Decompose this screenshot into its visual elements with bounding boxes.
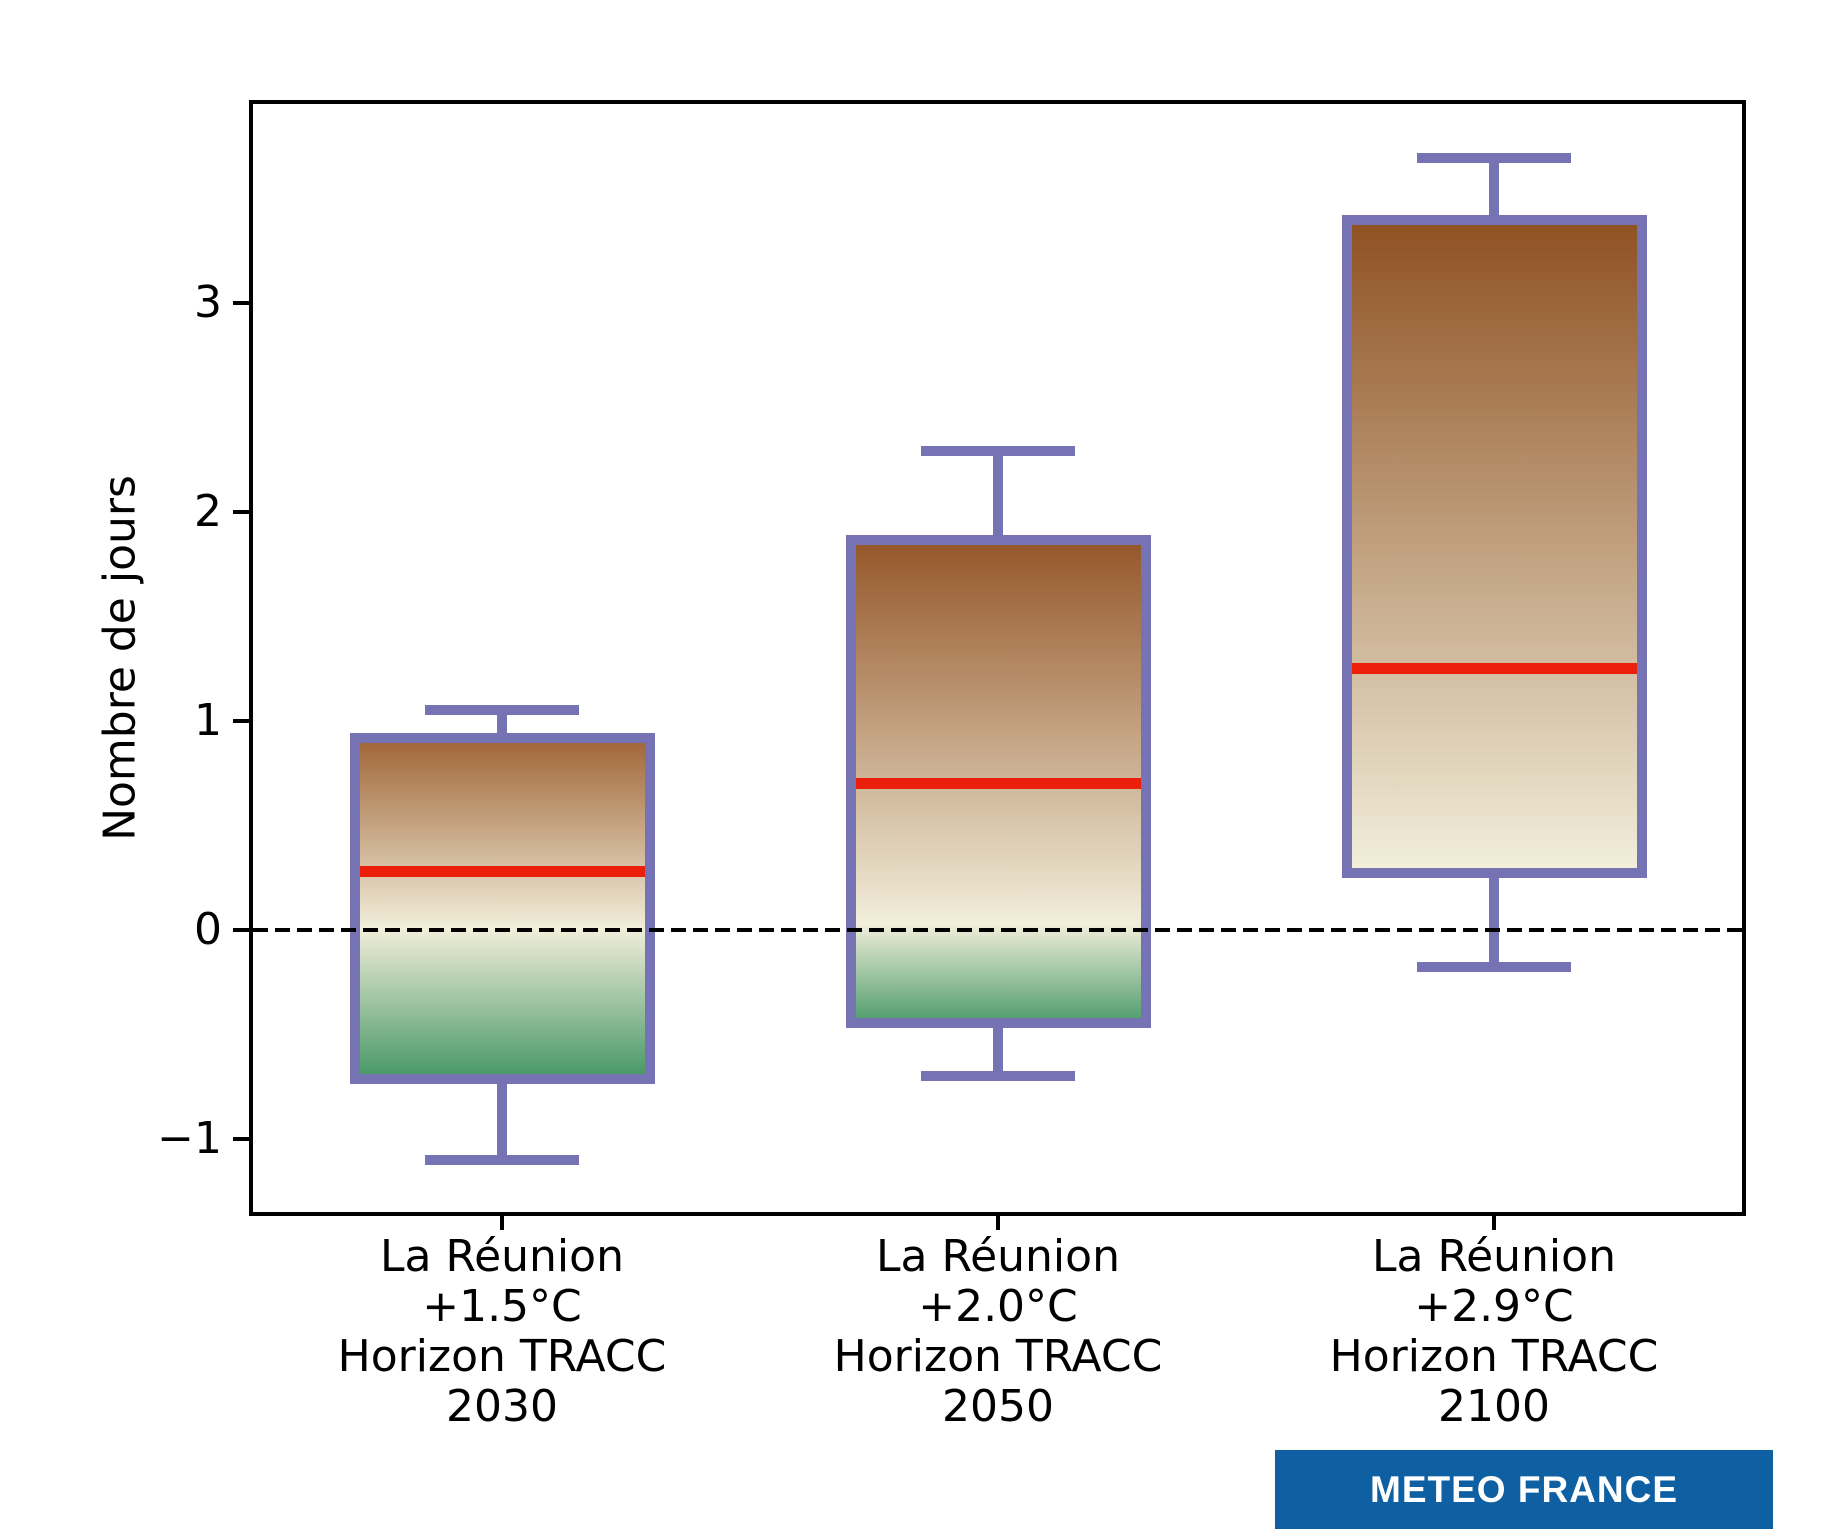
whisker-cap-bottom (1417, 962, 1571, 973)
meteo-france-logo-text: METEO FRANCE (1370, 1468, 1678, 1510)
whisker-stem-top (497, 710, 507, 734)
median-line (1351, 662, 1637, 674)
category-label: La Réunion +2.0°C Horizon TRACC 2050 (698, 1232, 1298, 1432)
whisker-stem-bottom (497, 1084, 507, 1160)
y-tick-mark (233, 927, 251, 932)
whisker-cap-top (921, 446, 1075, 457)
whisker-cap-top (425, 705, 579, 716)
y-tick-mark (233, 509, 251, 514)
y-tick-mark (233, 300, 251, 305)
category-label-line: +1.5°C (422, 1281, 582, 1332)
category-label-line: Horizon TRACC (1329, 1331, 1659, 1382)
category-label-line: La Réunion (380, 1231, 624, 1282)
category-label: La Réunion +1.5°C Horizon TRACC 2030 (202, 1232, 802, 1432)
category-label-line: +2.0°C (918, 1281, 1078, 1332)
y-tick-label: 3 (194, 276, 222, 328)
category-label-line: 2050 (942, 1381, 1054, 1432)
y-tick-mark (233, 1136, 251, 1141)
category-label-line: +2.9°C (1414, 1281, 1574, 1332)
y-tick-label: 1 (194, 694, 222, 746)
x-tick-mark (500, 1212, 504, 1230)
category-label-line: La Réunion (876, 1231, 1120, 1282)
meteo-france-logo: METEO FRANCE (1275, 1450, 1773, 1529)
box-rect (349, 733, 655, 1085)
box-rect (1341, 214, 1647, 878)
whisker-stem-top (993, 451, 1003, 535)
whisker-stem-bottom (1489, 877, 1499, 968)
category-label-line: La Réunion (1372, 1231, 1616, 1282)
y-tick-label: 0 (194, 903, 222, 955)
median-line (359, 865, 645, 877)
y-tick-mark (233, 718, 251, 723)
x-tick-mark (996, 1212, 1000, 1230)
x-tick-mark (1492, 1212, 1496, 1230)
whisker-cap-bottom (425, 1154, 579, 1165)
median-line (855, 777, 1141, 789)
whisker-cap-bottom (921, 1071, 1075, 1082)
whisker-stem-bottom (993, 1028, 1003, 1077)
zero-reference-line (253, 927, 1742, 932)
category-label-line: Horizon TRACC (833, 1331, 1163, 1382)
category-label: La Réunion +2.9°C Horizon TRACC 2100 (1194, 1232, 1794, 1432)
category-label-line: Horizon TRACC (337, 1331, 667, 1382)
whisker-cap-top (1417, 153, 1571, 164)
category-label-line: 2030 (446, 1381, 558, 1432)
y-tick-label: −1 (157, 1112, 222, 1164)
y-axis-label: Nombre de jours (94, 475, 146, 841)
category-label-line: 2100 (1438, 1381, 1550, 1432)
whisker-stem-top (1489, 158, 1499, 215)
y-tick-label: 2 (194, 485, 222, 537)
